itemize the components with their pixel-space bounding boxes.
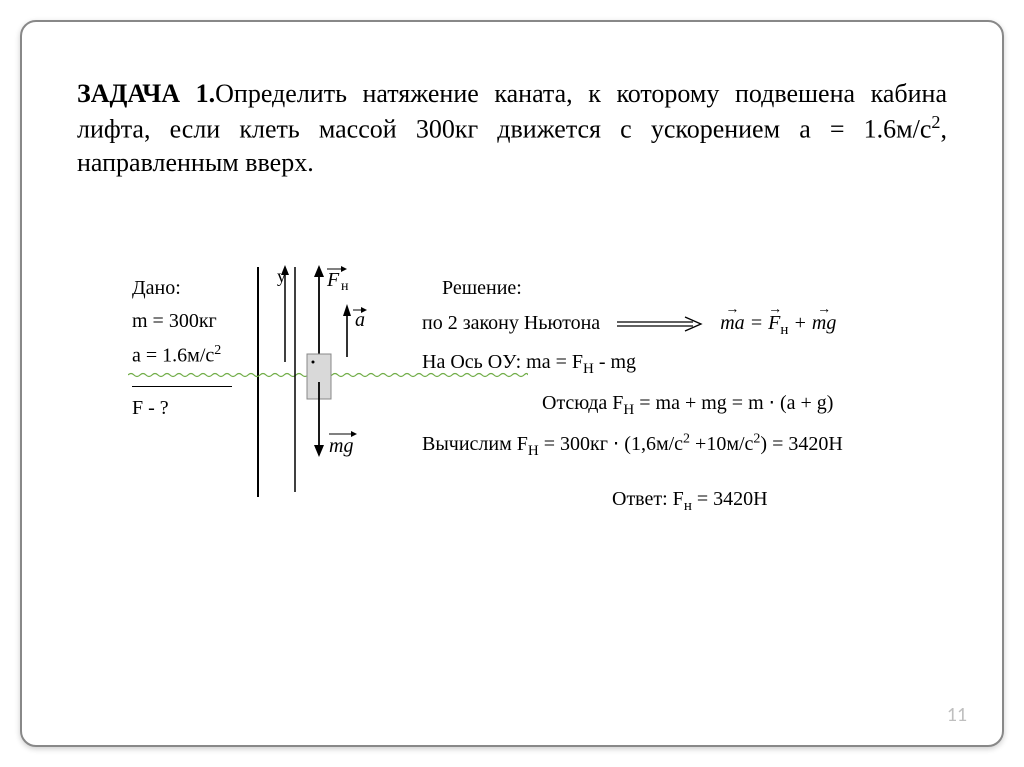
solution-step4: Вычислим FH = 300кг ⋅ (1,6м/с2 +10м/с2) … — [422, 431, 932, 460]
svg-text:mg: mg — [329, 435, 353, 457]
solution-step1: по 2 закону Ньютона →ma = →Fн + →mg — [422, 312, 932, 339]
given-accel: a = 1.6м/с2 — [132, 343, 262, 368]
problem-statement: ЗАДАЧА 1.Определить натяжение каната, к … — [77, 77, 947, 180]
solution-step2: На Ось OУ: ma = FH - mg — [422, 351, 932, 378]
solution-title: Решение: — [442, 277, 522, 299]
solution-block: Решение: по 2 закону Ньютона →ma = →Fн +… — [422, 277, 932, 527]
y-axis-label: y — [277, 266, 286, 286]
solution-title-row: Решение: — [422, 277, 932, 300]
page-number: 11 — [947, 703, 967, 727]
problem-label: ЗАДАЧА 1. — [77, 79, 215, 108]
implies-arrow-icon — [615, 316, 705, 332]
problem-text-sup: 2 — [931, 112, 940, 132]
newton-equation: →ma = →Fн + →mg — [720, 312, 836, 334]
given-title: Дано: — [132, 277, 262, 300]
given-mass: m = 300кг — [132, 310, 262, 333]
given-vertical-divider — [257, 267, 259, 497]
solution-step3: Отсюда FH = ma + mg = m ⋅ (a + g) — [542, 390, 932, 419]
diagram-svg: y F н a — [267, 262, 407, 502]
svg-text:a: a — [355, 309, 365, 331]
given-block: Дано: m = 300кг a = 1.6м/с2 F - ? — [132, 277, 262, 430]
solution-answer: Ответ: Fн = 3420Н — [612, 488, 932, 515]
given-find: F - ? — [132, 397, 262, 420]
svg-text:F: F — [326, 269, 340, 291]
given-divider — [132, 386, 232, 387]
svg-text:н: н — [341, 279, 349, 294]
force-diagram: y F н a — [267, 262, 407, 502]
slide-frame: ЗАДАЧА 1.Определить натяжение каната, к … — [20, 20, 1004, 747]
